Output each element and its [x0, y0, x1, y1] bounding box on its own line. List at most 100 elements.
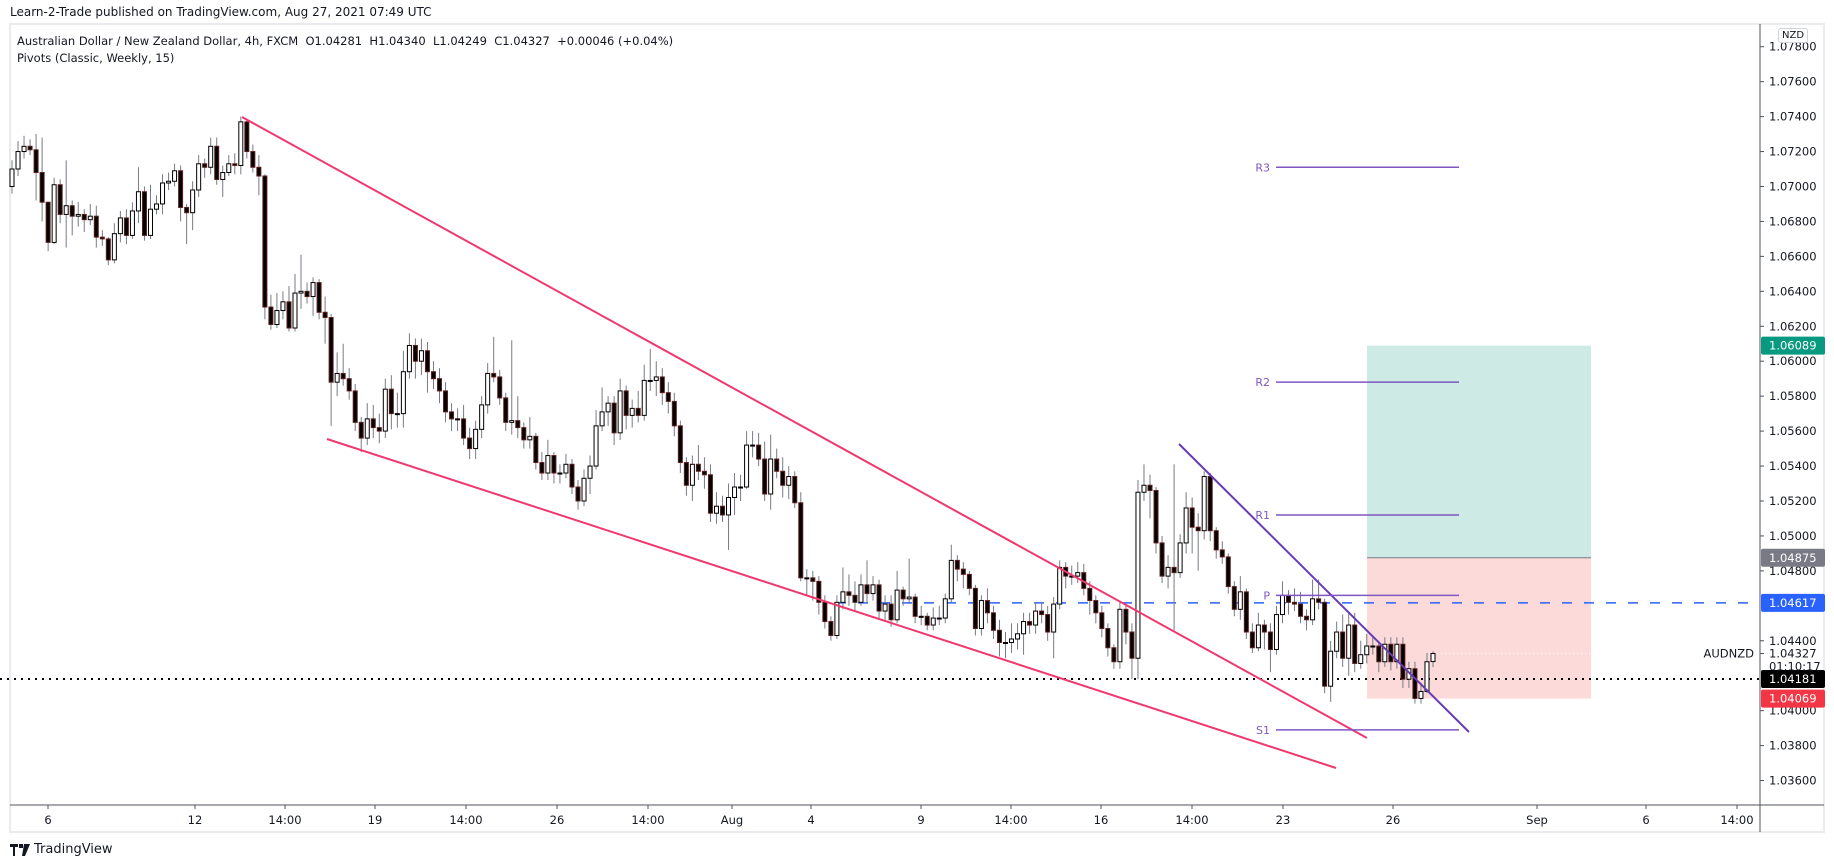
candle-down: [461, 404, 467, 446]
candle-down: [677, 420, 683, 474]
footer-brand: TradingView: [34, 842, 113, 857]
candle-body: [1237, 591, 1243, 610]
candle-up: [834, 595, 840, 640]
candle-down: [346, 368, 352, 400]
publish-line: Learn-2-Trade published on TradingView.c…: [10, 5, 432, 19]
candle-body: [1358, 654, 1364, 664]
candle-body: [1418, 690, 1424, 699]
candle-body: [1298, 603, 1304, 617]
descending-trendline[interactable]: [1178, 443, 1470, 733]
price-tick-label: 1.05800: [1769, 389, 1817, 403]
tradingview-logo-icon: [10, 843, 30, 856]
candle-body: [1009, 638, 1015, 644]
candle-up: [1328, 640, 1334, 702]
candle-body: [1243, 591, 1249, 633]
candle-body: [756, 444, 762, 460]
symbol-title[interactable]: Australian Dollar / New Zealand Dollar, …: [17, 34, 299, 48]
candle-body: [406, 344, 412, 373]
candle-body: [509, 420, 515, 423]
candle-body: [744, 444, 750, 488]
price-tick-label: 1.05400: [1769, 459, 1817, 473]
candle-body: [966, 573, 972, 589]
candle-body: [852, 594, 858, 603]
candle-up: [160, 174, 166, 215]
candle-down: [701, 457, 707, 489]
pivot-label-p: P: [1263, 589, 1270, 602]
wedge-lower-line[interactable]: [326, 438, 1337, 769]
candle-body: [394, 413, 400, 416]
candle-down: [551, 452, 557, 484]
candle-down: [141, 186, 147, 241]
candle-down: [1027, 612, 1033, 634]
candle-body: [1045, 614, 1051, 633]
candle-body: [1117, 608, 1123, 663]
candle-body: [280, 301, 286, 312]
candle-up: [1033, 602, 1039, 634]
candle-up: [15, 141, 21, 177]
candle-body: [334, 372, 340, 383]
candle-down: [467, 427, 473, 460]
candle-body: [370, 418, 376, 429]
candle-down: [376, 413, 382, 444]
candle-down: [202, 158, 208, 178]
candle-body: [695, 463, 701, 472]
candle-up: [1075, 562, 1081, 584]
candle-body: [750, 444, 756, 447]
target-zone[interactable]: [1367, 345, 1591, 558]
candle-down: [1171, 464, 1177, 631]
trendlines[interactable]: [241, 116, 1470, 769]
candle-down: [352, 383, 358, 432]
candle-up: [599, 387, 605, 432]
candle-body: [292, 292, 298, 329]
candle-body: [1051, 603, 1057, 633]
candle-down: [1225, 553, 1231, 594]
low-value: 1.04249: [439, 34, 487, 48]
candle-up: [641, 364, 647, 421]
target-price-tag-label: 1.06089: [1769, 339, 1817, 353]
candle-body: [87, 215, 93, 221]
candle-body: [455, 418, 461, 421]
currency-badge[interactable]: NZD: [1778, 28, 1809, 43]
candle-body: [352, 390, 358, 423]
candle-body: [768, 458, 774, 495]
candle-up: [154, 195, 160, 215]
candle-down: [232, 153, 238, 175]
candle-body: [978, 600, 984, 630]
price-axis[interactable]: 1.07800 1.07600 1.07400 1.07200 1.07000 1.068…: [1760, 40, 1817, 788]
candle-down: [1105, 623, 1111, 657]
wedge-upper-line[interactable]: [241, 116, 1368, 739]
candle-body: [141, 191, 147, 236]
position-tool[interactable]: [1367, 345, 1591, 699]
candle-up: [557, 464, 563, 484]
candle-body: [154, 203, 160, 210]
candle-down: [1147, 474, 1153, 519]
candle-up: [1237, 576, 1243, 620]
candle-up: [653, 361, 659, 397]
candle-body: [551, 455, 557, 474]
candle-body: [1195, 526, 1201, 532]
candle-down: [990, 605, 996, 640]
candle-up: [1370, 635, 1376, 655]
candle-body: [912, 596, 918, 617]
candle-body: [786, 476, 792, 486]
candle-body: [238, 121, 244, 167]
candle-body: [467, 437, 473, 450]
candle-up: [1364, 633, 1370, 664]
time-axis[interactable]: 6 12 14:00 19 14:00 26 14:00 Aug 4 9 14:00 16 14:00 2…: [44, 805, 1754, 827]
candle-body: [220, 172, 226, 181]
candle-up: [942, 593, 948, 624]
candle-body: [232, 163, 238, 167]
candle-body: [810, 577, 816, 582]
price-tick-label: 1.06800: [1769, 214, 1817, 228]
candle-up: [473, 420, 479, 460]
candle-body: [834, 601, 840, 637]
indicator-legend[interactable]: Pivots (Classic, Weekly, 15): [17, 51, 175, 65]
candle-down: [99, 230, 105, 246]
pivot-label-r3: R3: [1255, 161, 1270, 174]
candle-down: [250, 144, 256, 173]
candle-up: [226, 155, 232, 177]
candle-body: [894, 589, 900, 621]
stop-price-tag: [1761, 689, 1825, 708]
candle-up: [190, 181, 196, 231]
